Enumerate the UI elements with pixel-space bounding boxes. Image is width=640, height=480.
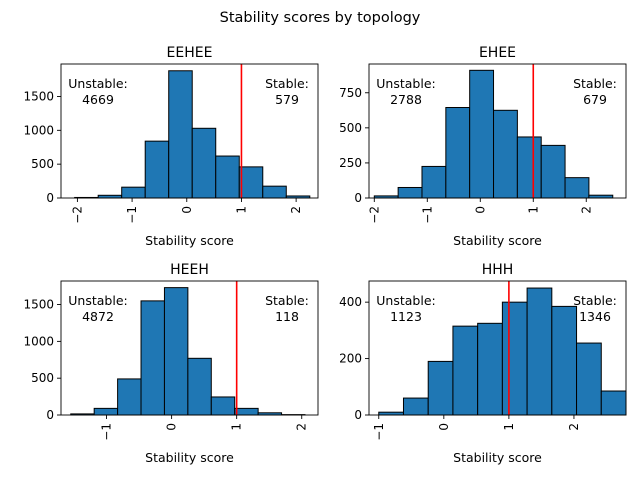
histogram-bar xyxy=(469,69,495,199)
subplot-title: EEHEE xyxy=(167,45,213,61)
y-tick-label: 200 xyxy=(339,352,362,366)
y-tick-label: 500 xyxy=(31,157,54,171)
histogram-bar xyxy=(187,357,212,416)
axes-frame xyxy=(368,280,627,416)
histogram-bar xyxy=(421,165,447,199)
x-tick-label: 2 xyxy=(579,206,593,214)
x-tick-label: −2 xyxy=(367,206,381,224)
y-tick-label: 1000 xyxy=(23,334,54,348)
histogram-bar xyxy=(215,155,240,199)
y-tick-label: 1500 xyxy=(23,89,54,103)
histogram-bar xyxy=(93,407,119,416)
y-tick-label: 500 xyxy=(339,121,362,135)
unstable-annotation-count: 1123 xyxy=(390,309,422,324)
histogram-bar xyxy=(191,127,217,199)
histogram-bar xyxy=(397,186,423,199)
y-tick-label: 0 xyxy=(46,191,54,205)
histogram-bar xyxy=(540,144,566,199)
x-tick-label: −2 xyxy=(70,206,84,224)
x-axis-label: Stability score xyxy=(145,233,234,248)
x-tick-label: 2 xyxy=(567,423,581,431)
histogram-bar xyxy=(238,166,264,199)
axes-frame xyxy=(60,63,319,199)
histogram-bar xyxy=(445,107,471,199)
unstable-annotation-count: 4872 xyxy=(82,309,114,324)
y-tick-label: 1500 xyxy=(23,298,54,312)
y-tick-label: 0 xyxy=(354,191,362,205)
histogram-bar xyxy=(564,177,590,199)
subplot-eehee: −2 −1 0 1 2 0 500 1000 1500 EEHEE Stability score U… xyxy=(23,45,319,248)
histogram-bar xyxy=(576,342,602,416)
histogram-bar xyxy=(140,300,165,416)
histogram-bar xyxy=(117,378,142,416)
subplot-ehee: −2 −1 0 1 2 0 250 500 750 EHEE Stability score Unst… xyxy=(339,45,627,248)
x-tick-label: −1 xyxy=(372,423,386,441)
histogram-bar xyxy=(262,185,287,199)
figure-suptitle: Stability scores by topology xyxy=(220,10,421,26)
stable-annotation-count: 118 xyxy=(275,309,299,324)
y-tick-label: 0 xyxy=(354,408,362,422)
stable-annotation-count: 579 xyxy=(275,92,299,107)
y-tick-label: 250 xyxy=(339,156,362,170)
unstable-annotation-count: 2788 xyxy=(390,92,422,107)
stable-annotation-label: Stable: xyxy=(573,76,617,91)
histogram-bar xyxy=(501,301,528,416)
y-tick-label: 400 xyxy=(339,295,362,309)
histogram-bar xyxy=(121,186,146,199)
histogram-bar xyxy=(144,140,170,199)
subplot-title: HHH xyxy=(482,262,514,278)
histogram-bar xyxy=(516,136,542,199)
unstable-annotation-label: Unstable: xyxy=(376,293,435,308)
axes-frame xyxy=(60,280,319,416)
x-axis-label: Stability score xyxy=(453,233,542,248)
histogram-bar xyxy=(210,396,236,416)
y-tick-label: 750 xyxy=(339,86,362,100)
unstable-annotation-label: Unstable: xyxy=(376,76,435,91)
histogram-bar xyxy=(234,407,259,416)
histogram-bar xyxy=(600,390,627,416)
stable-annotation-count: 679 xyxy=(583,92,607,107)
x-tick-label: 0 xyxy=(473,206,487,214)
x-tick-label: −1 xyxy=(420,206,434,224)
y-tick-label: 500 xyxy=(31,371,54,385)
x-tick-label: 1 xyxy=(526,206,540,214)
x-tick-label: 2 xyxy=(289,206,303,214)
subplot-title: HEEH xyxy=(170,262,209,278)
histogram-bar xyxy=(427,360,454,416)
histogram-bar xyxy=(551,305,578,416)
x-tick-label: −1 xyxy=(125,206,139,224)
unstable-annotation-count: 4669 xyxy=(82,92,114,107)
histogram-bar xyxy=(477,322,503,416)
histogram-bar xyxy=(526,287,553,416)
x-tick-label: 1 xyxy=(230,423,244,431)
histogram-bar xyxy=(168,70,193,199)
stable-annotation-label: Stable: xyxy=(265,293,309,308)
x-tick-label: 0 xyxy=(165,423,179,431)
histogram-bar xyxy=(493,109,518,199)
histogram-bar xyxy=(163,287,189,416)
x-tick-label: 2 xyxy=(295,423,309,431)
y-tick-label: 1000 xyxy=(23,123,54,137)
stable-annotation-count: 1346 xyxy=(579,309,611,324)
x-axis-label: Stability score xyxy=(145,450,234,465)
histogram-bar xyxy=(452,325,479,416)
unstable-annotation-label: Unstable: xyxy=(68,293,127,308)
x-tick-label: 1 xyxy=(502,423,516,431)
subplot-heeh: −1 0 1 2 0 500 1000 1500 HEEH Stability score Unst… xyxy=(23,262,319,465)
y-tick-label: 0 xyxy=(46,408,54,422)
histogram-bar xyxy=(402,397,429,416)
subplot-title: EHEE xyxy=(479,45,516,61)
stable-annotation-label: Stable: xyxy=(265,76,309,91)
unstable-annotation-label: Unstable: xyxy=(68,76,127,91)
x-tick-label: −1 xyxy=(100,423,114,441)
axes-frame xyxy=(368,63,627,199)
x-axis-label: Stability score xyxy=(453,450,542,465)
x-tick-label: 0 xyxy=(437,423,451,431)
stable-annotation-label: Stable: xyxy=(573,293,617,308)
x-tick-label: 0 xyxy=(180,206,194,214)
x-tick-label: 1 xyxy=(234,206,248,214)
